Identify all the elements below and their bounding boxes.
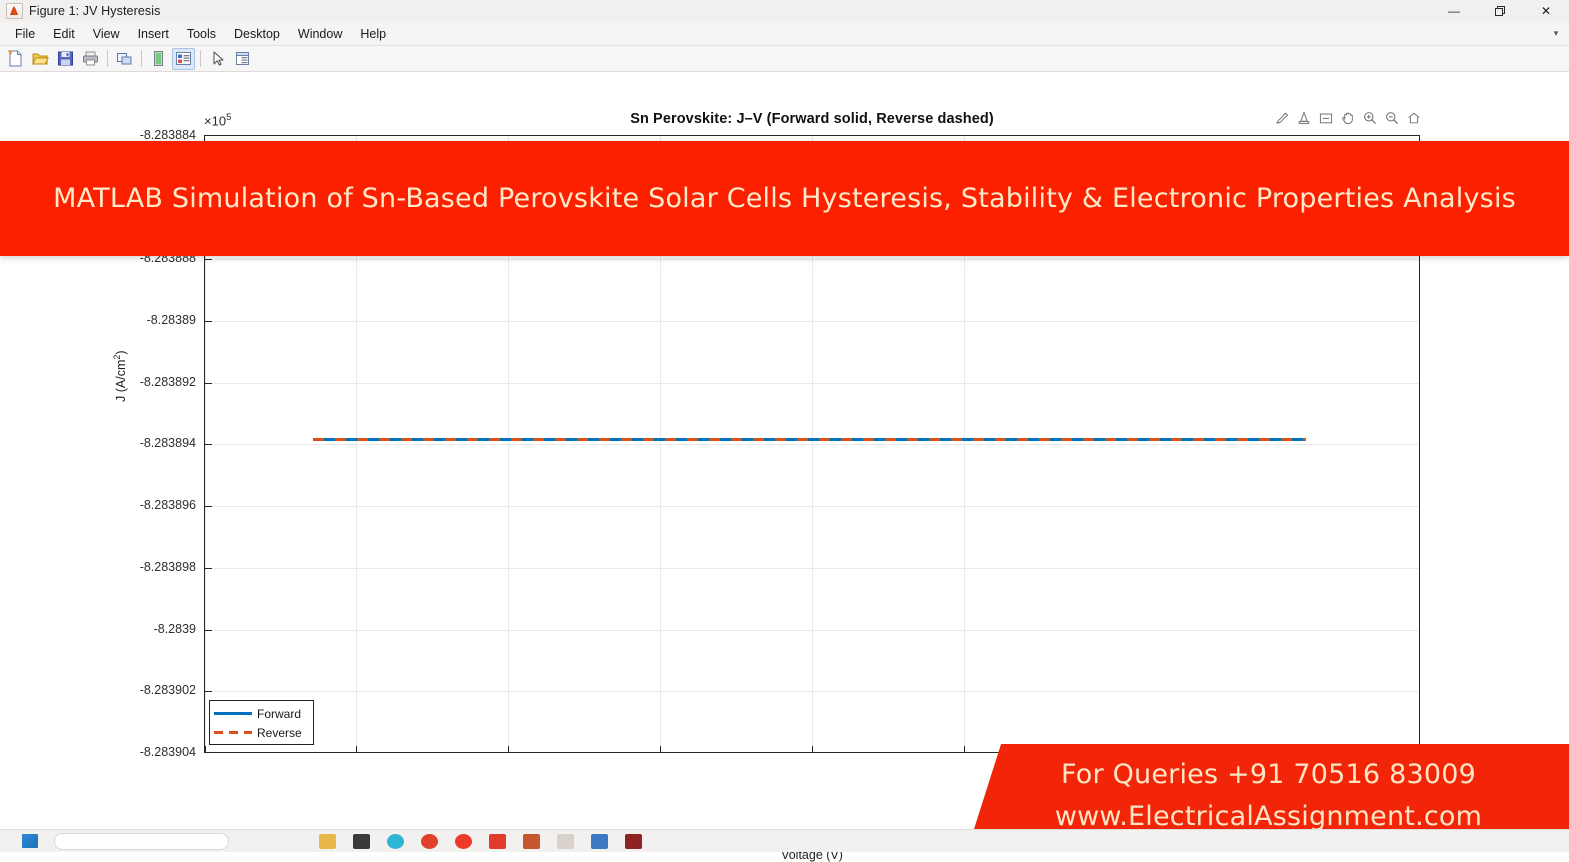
x-tick-mark <box>660 746 661 752</box>
zoom-out-icon[interactable] <box>1384 110 1400 126</box>
y-tick-label: -8.283884 <box>139 128 196 142</box>
y-tick-label: -8.283892 <box>139 375 196 389</box>
y-tick-label: -8.283902 <box>139 683 196 697</box>
taskbar-app-media-icon[interactable] <box>455 833 472 849</box>
data-tips-icon[interactable] <box>1296 110 1312 126</box>
taskbar-app-dark-red-icon[interactable] <box>625 833 642 849</box>
watermark-phone: For Queries +91 70516 83009 <box>1061 759 1476 791</box>
window-title-bar: Figure 1: JV Hysteresis — ✕ <box>0 0 1569 23</box>
window-title: Figure 1: JV Hysteresis <box>29 4 161 18</box>
y-tick-label: -8.283898 <box>139 560 196 574</box>
taskbar-app-orange-icon[interactable] <box>523 833 540 849</box>
series-line-reverse <box>313 438 1306 441</box>
data-cursor-icon[interactable] <box>231 48 254 70</box>
open-file-icon[interactable] <box>29 48 52 70</box>
save-figure-icon[interactable] <box>54 48 77 70</box>
window-maximize-button[interactable] <box>1477 0 1523 22</box>
y-tick-label: -8.28389 <box>146 313 196 327</box>
edit-plot-arrow-icon[interactable] <box>206 48 229 70</box>
menu-item-desktop[interactable]: Desktop <box>234 26 280 41</box>
gridline-vertical <box>660 136 661 752</box>
menu-item-file[interactable]: File <box>15 26 36 41</box>
taskbar-app-light-icon[interactable] <box>557 833 574 849</box>
y-exponent-prefix: ×10 <box>204 113 227 129</box>
y-exponent-power: 5 <box>226 112 232 123</box>
y-tick-mark <box>205 259 212 260</box>
y-tick-mark <box>205 506 212 507</box>
toolbar-separator-1 <box>107 50 108 67</box>
taskbar-app-opera-icon[interactable] <box>421 833 438 849</box>
home-icon[interactable] <box>1406 110 1422 126</box>
menu-item-view[interactable]: View <box>92 26 120 41</box>
maximize-icon <box>1494 5 1505 16</box>
legend-label-forward: Forward <box>257 706 302 721</box>
gridline-vertical <box>356 136 357 752</box>
pan-hand-icon[interactable] <box>1340 110 1356 126</box>
menu-overflow-chevron-icon[interactable]: ▾ <box>1553 27 1559 38</box>
start-button-icon[interactable] <box>22 834 38 848</box>
taskbar-app-terminal-icon[interactable] <box>353 833 370 849</box>
legend-entry-forward: Forward <box>214 704 309 723</box>
window-close-button[interactable]: ✕ <box>1540 4 1552 18</box>
y-tick-mark <box>205 383 212 384</box>
menu-item-window[interactable]: Window <box>297 26 343 41</box>
gridline-vertical <box>964 136 965 752</box>
y-tick-mark <box>205 444 212 445</box>
menu-item-edit[interactable]: Edit <box>53 26 75 41</box>
brush-data-icon[interactable] <box>1274 110 1290 126</box>
y-tick-label: -8.283894 <box>139 436 196 450</box>
axes-toolbar <box>1274 110 1422 126</box>
gridline-vertical <box>508 136 509 752</box>
taskbar-app-browser-icon[interactable] <box>387 833 404 849</box>
gridline-vertical <box>812 136 813 752</box>
chart-legend[interactable]: Forward Reverse <box>209 700 314 745</box>
restore-view-box-icon[interactable] <box>1318 110 1334 126</box>
legend-entry-reverse: Reverse <box>214 723 309 742</box>
x-tick-mark <box>356 746 357 752</box>
chart-title: Sn Perovskite: J–V (Forward solid, Rever… <box>630 111 994 127</box>
menu-item-tools[interactable]: Tools <box>186 26 217 41</box>
y-tick-mark <box>205 568 212 569</box>
taskbar-search-input[interactable] <box>54 832 229 850</box>
taskbar-app-file-explorer-icon[interactable] <box>319 833 336 849</box>
link-plot-icon[interactable] <box>113 48 136 70</box>
y-tick-label: -8.283896 <box>139 498 196 512</box>
y-axis-label-exponent: 2 <box>112 354 122 360</box>
x-tick-mark <box>205 746 206 752</box>
new-figure-icon[interactable] <box>4 48 27 70</box>
zoom-in-icon[interactable] <box>1362 110 1378 126</box>
taskbar-app-pdf-icon[interactable] <box>489 833 506 849</box>
menu-item-insert[interactable]: Insert <box>137 26 169 41</box>
promo-banner-text: MATLAB Simulation of Sn-Based Perovskite… <box>53 183 1516 214</box>
y-tick-mark <box>205 691 212 692</box>
toolbar-separator-2 <box>141 50 142 67</box>
window-minimize-button[interactable]: — <box>1448 4 1460 18</box>
y-axis-exponent-label: ×105 <box>204 112 231 128</box>
insert-colorbar-icon[interactable] <box>147 48 170 70</box>
menu-bar: File Edit View Insert Tools Desktop Wind… <box>0 22 1569 46</box>
menu-item-help[interactable]: Help <box>360 26 387 41</box>
y-tick-mark <box>205 630 212 631</box>
taskbar-app-blue-icon[interactable] <box>591 833 608 849</box>
x-tick-mark <box>508 746 509 752</box>
toolbar-separator-3 <box>200 50 201 67</box>
y-tick-label: -8.2839 <box>153 622 196 636</box>
windows-taskbar <box>0 829 1569 852</box>
y-axis-label-tail: ) <box>114 350 129 355</box>
figure-toolbar <box>0 46 1569 72</box>
legend-swatch-forward <box>214 712 252 715</box>
print-figure-icon[interactable] <box>79 48 102 70</box>
y-axis-label: J (A/cm2) <box>112 350 128 402</box>
legend-label-reverse: Reverse <box>257 725 302 740</box>
promo-banner: MATLAB Simulation of Sn-Based Perovskite… <box>0 141 1569 256</box>
watermark-website[interactable]: www.ElectricalAssignment.com <box>1054 801 1483 832</box>
x-tick-mark <box>964 746 965 752</box>
insert-legend-icon[interactable] <box>172 47 195 70</box>
matlab-figure-icon <box>6 3 23 19</box>
y-axis-label-text: J (A/cm <box>114 359 129 402</box>
x-tick-mark <box>812 746 813 752</box>
y-tick-label: -8.283904 <box>139 745 196 759</box>
legend-swatch-reverse <box>214 731 252 734</box>
y-tick-mark <box>205 321 212 322</box>
